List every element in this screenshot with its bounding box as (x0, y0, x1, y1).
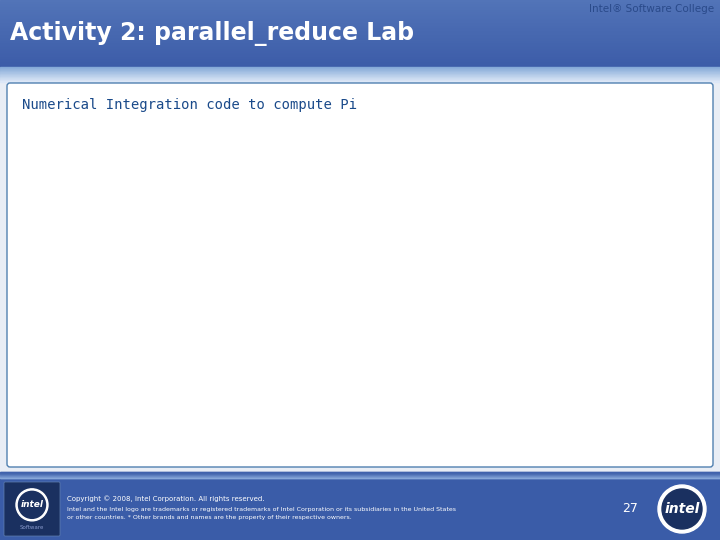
Text: Numerical Integration code to compute Pi: Numerical Integration code to compute Pi (22, 98, 357, 112)
Bar (0, 37, 720, 39)
Bar (0, 63, 720, 64)
Bar (0, 3, 720, 4)
Bar (0, 52, 720, 53)
Bar (0, 71, 720, 72)
Bar (0, 15, 720, 16)
Bar (0, 36, 720, 37)
Bar (0, 58, 720, 59)
Bar (0, 32, 720, 33)
Text: Activity 2: parallel_reduce Lab: Activity 2: parallel_reduce Lab (10, 21, 414, 46)
Text: 27: 27 (622, 503, 638, 516)
Bar (0, 75, 720, 76)
Bar (0, 16, 720, 17)
Text: Software: Software (20, 525, 44, 530)
Bar (0, 81, 720, 82)
Bar (0, 78, 720, 79)
Bar (0, 0, 720, 1)
Bar (0, 1, 720, 3)
Bar (0, 25, 720, 27)
Bar (0, 19, 720, 20)
Text: Intel® Software College: Intel® Software College (589, 4, 714, 14)
Bar (0, 35, 720, 36)
Bar (0, 69, 720, 70)
Bar (0, 30, 720, 31)
Bar (0, 14, 720, 15)
Text: Copyright © 2008, Intel Corporation. All rights reserved.: Copyright © 2008, Intel Corporation. All… (67, 496, 264, 502)
Circle shape (658, 485, 706, 533)
Bar (0, 11, 720, 12)
Bar (0, 80, 720, 81)
Text: intel: intel (20, 501, 43, 509)
Text: intel: intel (665, 502, 700, 516)
Bar (0, 8, 720, 9)
Bar (0, 53, 720, 55)
Bar (0, 68, 720, 69)
Bar (0, 67, 720, 68)
Bar (0, 22, 720, 23)
Bar (0, 70, 720, 71)
Bar (0, 39, 720, 40)
Text: Intel and the Intel logo are trademarks or registered trademarks of Intel Corpor: Intel and the Intel logo are trademarks … (67, 507, 456, 511)
Bar (0, 56, 720, 58)
Bar (0, 33, 720, 35)
Bar (0, 24, 720, 25)
Bar (0, 23, 720, 24)
Bar (0, 79, 720, 80)
Bar (0, 74, 720, 75)
Bar (0, 48, 720, 50)
Bar (0, 47, 720, 48)
Bar (0, 9, 720, 11)
FancyBboxPatch shape (4, 482, 60, 536)
Bar (0, 43, 720, 44)
Bar (0, 76, 720, 77)
Circle shape (662, 489, 702, 529)
Bar (0, 45, 720, 47)
Bar (0, 4, 720, 5)
Bar (0, 20, 720, 22)
Bar (0, 40, 720, 42)
Text: or other countries. * Other brands and names are the property of their respectiv: or other countries. * Other brands and n… (67, 516, 352, 521)
Bar (0, 64, 720, 66)
Bar (0, 62, 720, 63)
Bar (0, 50, 720, 51)
Bar (0, 31, 720, 32)
Bar (0, 478, 720, 540)
FancyBboxPatch shape (7, 83, 713, 467)
Bar (0, 66, 720, 67)
Bar (0, 28, 720, 30)
Bar (0, 17, 720, 19)
Bar (0, 73, 720, 74)
Bar (0, 12, 720, 14)
Bar (0, 42, 720, 43)
Bar (0, 51, 720, 52)
Circle shape (19, 491, 45, 518)
Circle shape (16, 489, 48, 521)
Bar (0, 44, 720, 45)
Bar (0, 5, 720, 6)
Bar (0, 60, 720, 62)
Bar (0, 77, 720, 78)
Bar (0, 27, 720, 28)
Bar (0, 55, 720, 56)
Bar (0, 72, 720, 73)
Bar (0, 6, 720, 8)
Bar (0, 59, 720, 60)
